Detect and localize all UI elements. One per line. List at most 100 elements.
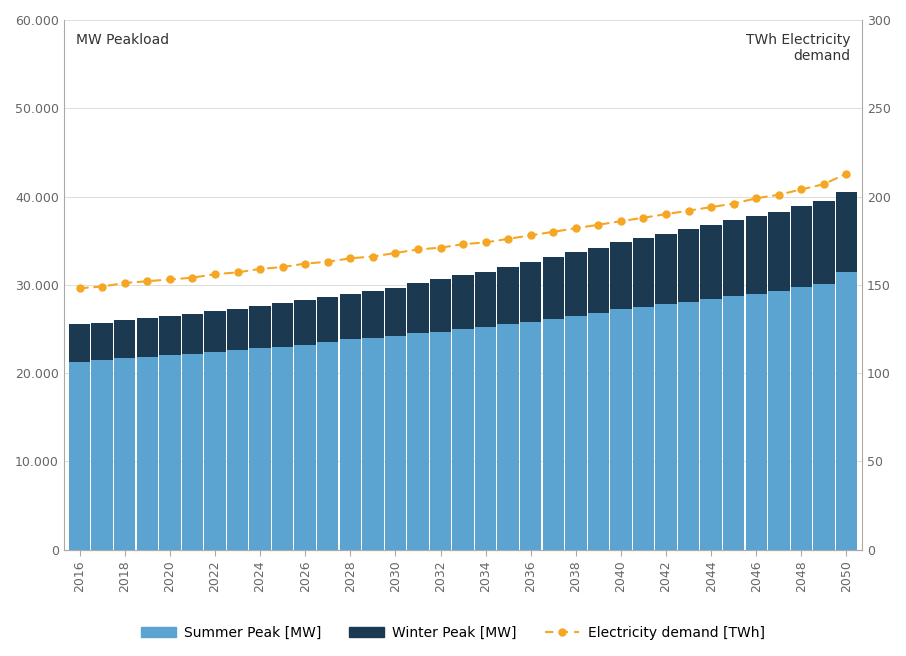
Bar xyxy=(746,294,767,550)
Bar xyxy=(723,220,745,297)
Electricity demand [TWh] xyxy=(751,194,762,202)
Electricity demand [TWh] xyxy=(97,283,108,291)
Bar xyxy=(340,339,361,550)
Bar xyxy=(340,294,361,339)
Bar xyxy=(182,354,203,550)
Electricity demand [TWh] xyxy=(638,214,649,222)
Electricity demand [TWh] xyxy=(593,221,603,229)
Electricity demand [TWh] xyxy=(187,274,198,281)
Bar xyxy=(159,316,180,356)
Bar xyxy=(520,322,542,550)
Electricity demand [TWh] xyxy=(458,240,468,248)
Bar xyxy=(768,211,789,291)
Bar xyxy=(588,248,609,313)
Text: MW Peakload: MW Peakload xyxy=(76,33,169,47)
Electricity demand [TWh] xyxy=(548,228,559,236)
Electricity demand [TWh] xyxy=(818,180,829,188)
Electricity demand [TWh] xyxy=(209,270,220,278)
Bar xyxy=(543,319,564,550)
Bar xyxy=(791,206,812,287)
Bar xyxy=(700,299,722,550)
Electricity demand [TWh] xyxy=(74,284,85,292)
Line: Electricity demand [TWh]: Electricity demand [TWh] xyxy=(76,170,850,292)
Electricity demand [TWh] xyxy=(796,186,807,194)
Bar xyxy=(249,348,271,550)
Electricity demand [TWh] xyxy=(142,277,153,285)
Bar xyxy=(746,216,767,294)
Bar xyxy=(92,359,113,550)
Bar xyxy=(159,356,180,550)
Bar xyxy=(452,329,474,550)
Bar xyxy=(137,318,158,357)
Bar xyxy=(182,314,203,354)
Electricity demand [TWh] xyxy=(525,232,536,239)
Bar xyxy=(452,275,474,329)
Bar xyxy=(114,358,136,550)
Bar xyxy=(272,303,294,346)
Electricity demand [TWh] xyxy=(255,265,265,273)
Bar xyxy=(407,333,429,550)
Electricity demand [TWh] xyxy=(774,191,785,199)
Bar xyxy=(565,316,586,550)
Bar xyxy=(632,238,654,307)
Electricity demand [TWh] xyxy=(706,203,717,211)
Bar xyxy=(791,287,812,550)
Bar xyxy=(497,267,519,325)
Electricity demand [TWh] xyxy=(412,245,423,253)
Electricity demand [TWh] xyxy=(323,258,333,266)
Bar xyxy=(678,302,699,550)
Legend: Summer Peak [MW], Winter Peak [MW], Electricity demand [TWh]: Summer Peak [MW], Winter Peak [MW], Elec… xyxy=(136,621,770,646)
Electricity demand [TWh] xyxy=(615,217,626,225)
Bar xyxy=(69,325,91,361)
Bar xyxy=(700,225,722,299)
Bar xyxy=(655,304,677,550)
Bar xyxy=(814,201,834,284)
Bar xyxy=(611,243,631,310)
Electricity demand [TWh] xyxy=(503,235,514,243)
Electricity demand [TWh] xyxy=(660,210,671,218)
Bar xyxy=(69,361,91,550)
Electricity demand [TWh] xyxy=(571,224,582,232)
Electricity demand [TWh] xyxy=(164,276,175,283)
Electricity demand [TWh] xyxy=(841,170,852,178)
Bar xyxy=(475,327,496,550)
Bar xyxy=(723,297,745,550)
Bar xyxy=(632,307,654,550)
Electricity demand [TWh] xyxy=(277,263,288,271)
Bar xyxy=(520,262,542,322)
Bar xyxy=(678,229,699,302)
Bar xyxy=(814,284,834,550)
Bar xyxy=(226,350,248,550)
Bar xyxy=(92,323,113,359)
Bar xyxy=(429,279,451,331)
Bar xyxy=(407,283,429,333)
Bar xyxy=(226,308,248,350)
Electricity demand [TWh] xyxy=(480,239,491,247)
Bar xyxy=(294,300,316,345)
Bar xyxy=(385,288,406,336)
Bar xyxy=(272,346,294,550)
Bar xyxy=(294,345,316,550)
Bar xyxy=(655,234,677,304)
Electricity demand [TWh] xyxy=(728,199,739,207)
Bar xyxy=(204,311,226,352)
Bar xyxy=(835,272,857,550)
Bar xyxy=(114,320,136,358)
Bar xyxy=(317,297,339,342)
Electricity demand [TWh] xyxy=(120,279,130,287)
Bar xyxy=(543,257,564,319)
Bar xyxy=(385,336,406,550)
Bar xyxy=(497,325,519,550)
Bar xyxy=(204,352,226,550)
Bar xyxy=(768,291,789,550)
Electricity demand [TWh] xyxy=(300,260,311,268)
Text: TWh Electricity
demand: TWh Electricity demand xyxy=(746,33,851,64)
Bar xyxy=(362,338,383,550)
Bar xyxy=(249,306,271,348)
Bar xyxy=(137,357,158,550)
Bar xyxy=(362,291,383,338)
Bar xyxy=(835,192,857,272)
Bar xyxy=(317,342,339,550)
Electricity demand [TWh] xyxy=(232,268,243,276)
Electricity demand [TWh] xyxy=(390,249,400,257)
